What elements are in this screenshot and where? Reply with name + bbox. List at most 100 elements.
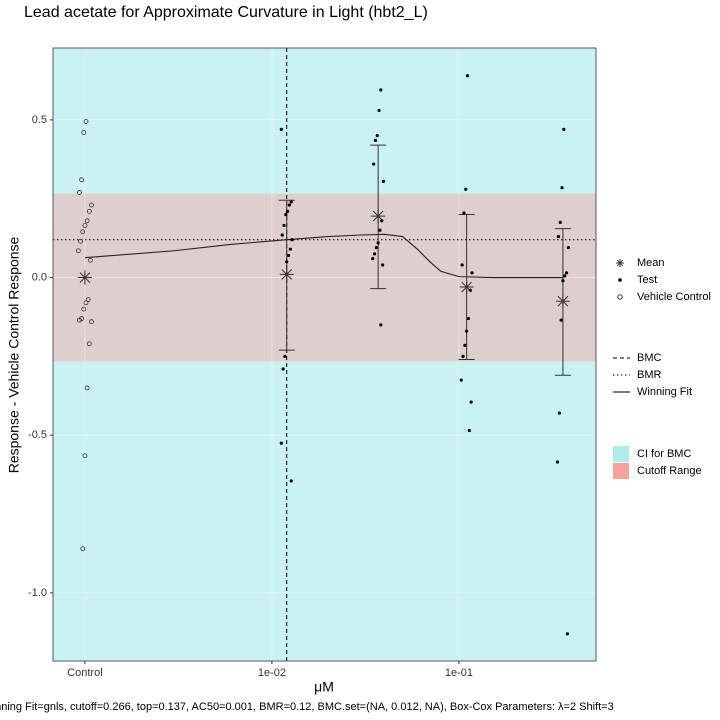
test-point [462, 211, 466, 215]
vehicle-point [82, 223, 88, 228]
test-point [467, 428, 471, 433]
test-point [559, 318, 563, 322]
legend-label: CI for BMC [637, 448, 691, 460]
test-point [460, 263, 464, 267]
test-point [379, 88, 383, 92]
test-point [461, 354, 465, 358]
chart-title: Lead acetate for Approximate Curvature i… [24, 4, 428, 21]
vehicle-point [84, 218, 90, 224]
test-point [289, 200, 293, 204]
test-point [284, 212, 288, 217]
test-point [565, 632, 570, 636]
test-point [282, 223, 286, 228]
caption: Winning Fit=gnls, cutoff=0.266, top=0.13… [0, 701, 614, 713]
vehicle-point [75, 248, 81, 254]
legend-label: Vehicle Control [637, 291, 711, 303]
y-tick-label: -0.5 [28, 429, 47, 441]
legend-key [613, 463, 629, 479]
test-point [289, 479, 293, 483]
mean-point [279, 267, 294, 282]
test-point [288, 247, 292, 251]
vehicle-point [80, 229, 86, 235]
test-point [558, 220, 562, 224]
vehicle-point [83, 119, 89, 124]
test-point [566, 246, 570, 250]
test-point [381, 179, 386, 183]
test-point [377, 108, 381, 113]
x-tick-label: Control [67, 667, 102, 679]
vehicle-point [77, 317, 82, 323]
test-point [290, 238, 294, 242]
vehicle-point [79, 177, 85, 183]
x-tick-label: 1e-01 [445, 667, 473, 679]
vehicle-point [77, 190, 82, 195]
test-point [465, 329, 469, 333]
vehicle-point [89, 202, 94, 208]
test-point [381, 263, 385, 267]
test-point [375, 134, 379, 138]
test-point [463, 343, 467, 347]
test-point [279, 127, 283, 131]
ci-band [53, 48, 596, 661]
legend-label: BMR [637, 369, 662, 381]
test-point [465, 74, 470, 78]
legend-label: Winning Fit [637, 386, 692, 398]
panel-border [52, 47, 597, 662]
vehicle-point [82, 453, 88, 459]
test-point [287, 203, 292, 207]
test-point [561, 279, 565, 283]
test-point [374, 246, 378, 250]
test-point [376, 241, 380, 245]
test-point [466, 316, 471, 321]
legend-key [613, 446, 629, 462]
legend-label: Cutoff Range [637, 465, 702, 477]
vehicle-point [78, 238, 83, 244]
test-point [459, 378, 463, 382]
x-tick-label: 1e-02 [258, 667, 286, 679]
test-point [468, 288, 472, 292]
mean-point [371, 209, 386, 224]
test-point [372, 252, 377, 256]
test-point [564, 271, 569, 275]
vehicle-point [84, 385, 90, 391]
legend-key [617, 294, 623, 300]
vehicle-point [83, 300, 89, 306]
legend-label: Mean [637, 257, 665, 269]
vehicle-point [81, 130, 87, 135]
legend-key [618, 278, 622, 282]
test-point [283, 354, 287, 358]
legend-label: BMC [637, 352, 662, 364]
test-point [279, 441, 283, 445]
test-point [286, 209, 290, 213]
legend-key [616, 259, 624, 267]
test-point [556, 234, 561, 239]
y-tick-label: -1.0 [28, 587, 47, 599]
vehicle-point [89, 319, 94, 325]
test-point [285, 260, 289, 264]
test-point [555, 460, 560, 464]
test-point [562, 127, 566, 131]
mean-point [77, 270, 92, 285]
vehicle-point [86, 208, 92, 214]
test-point [563, 274, 567, 278]
test-point [557, 411, 561, 415]
y-tick-label: 0.5 [32, 114, 47, 126]
y-tick-label: 0.0 [32, 271, 47, 283]
test-point [380, 219, 384, 223]
test-point [373, 138, 378, 142]
test-point [371, 257, 375, 261]
legend-label: Test [637, 274, 657, 286]
mean-point [459, 280, 474, 295]
vehicle-point [86, 341, 92, 347]
mean-point [555, 294, 570, 309]
x-axis-title: μM [314, 679, 334, 695]
test-point [286, 253, 291, 258]
test-point [378, 228, 382, 232]
test-point [372, 162, 376, 166]
fit-curve [84, 233, 563, 279]
vehicle-point [81, 306, 87, 312]
test-point [280, 233, 284, 237]
vehicle-point [80, 546, 86, 552]
y-axis-title: Response - Vehicle Control Response [6, 236, 22, 473]
